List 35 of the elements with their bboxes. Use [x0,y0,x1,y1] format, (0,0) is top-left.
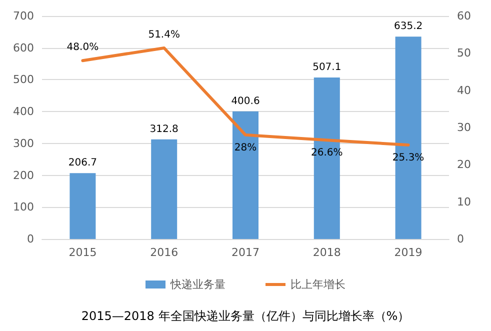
data-label: 206.7 [68,158,98,169]
data-label: 635.2 [394,21,423,32]
legend-label: 快递业务量 [170,278,226,291]
data-label: 400.6 [231,96,260,107]
legend-label: 比上年增长 [290,278,346,291]
text: 2015—2018 年全国快递业务量（亿件）与同比增长率（%） [81,309,410,323]
bar [232,111,258,239]
x-tick-label: 2017 [232,246,260,259]
data-label: 28% [234,142,257,154]
y2-tick-label: 20 [457,158,471,172]
x-tick-label: 2019 [394,246,422,259]
y-tick-label: 500 [13,73,34,86]
y-tick-label: 600 [13,41,34,54]
y2-tick-label: 50 [457,46,471,60]
y-tick-label: 400 [13,105,34,118]
y-tick-label: 100 [13,200,34,214]
data-label: 51.4% [148,29,180,40]
y-tick-label: 200 [13,168,34,182]
y2-tick-label: 40 [457,84,471,97]
y2-tick-label: 60 [457,10,471,22]
bar [70,173,96,239]
y-tick-label: 300 [13,136,34,150]
x-tick-label: 2015 [68,246,97,259]
bar [395,36,422,239]
x-tick-label: 2018 [312,246,341,259]
data-label: 507.1 [312,62,342,73]
y2-tick-label: 10 [457,195,471,208]
x-tick-label: 2016 [150,246,178,259]
y-tick-label: 0 [27,232,34,246]
y-tick-label: 700 [13,10,34,22]
data-label: 312.8 [150,124,178,135]
y2-tick-label: 30 [457,121,471,134]
y2-tick-label: 0 [457,232,464,246]
data-label: 48.0% [66,42,99,54]
bar [151,139,178,239]
